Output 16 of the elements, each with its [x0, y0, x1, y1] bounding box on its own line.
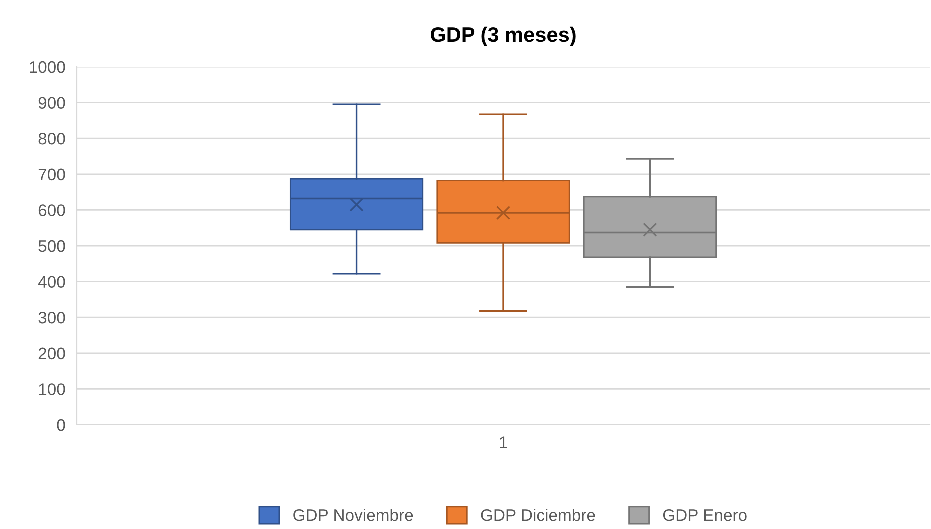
y-tick-label: 300: [38, 312, 66, 324]
x-tick-label: 1: [500, 436, 508, 448]
y-tick-label: 200: [38, 348, 66, 360]
y-tick-label: 100: [39, 384, 66, 396]
y-tick-label: 1000: [30, 61, 66, 74]
y-tick-label: 800: [38, 133, 66, 145]
y-tick-label: 0: [57, 419, 66, 432]
y-tick-label: 700: [38, 168, 66, 181]
legend-label: GDP Noviembre: [294, 509, 414, 522]
y-tick-label: 500: [38, 240, 66, 252]
y-tick-label: 600: [38, 204, 66, 216]
legend-label: GDP Enero: [663, 509, 747, 522]
y-tick-label: 400: [38, 276, 66, 288]
legend-label: GDP Diciembre: [481, 509, 596, 522]
chart-title: GDP (3 meses): [431, 26, 576, 46]
y-tick-label: 900: [38, 97, 66, 110]
